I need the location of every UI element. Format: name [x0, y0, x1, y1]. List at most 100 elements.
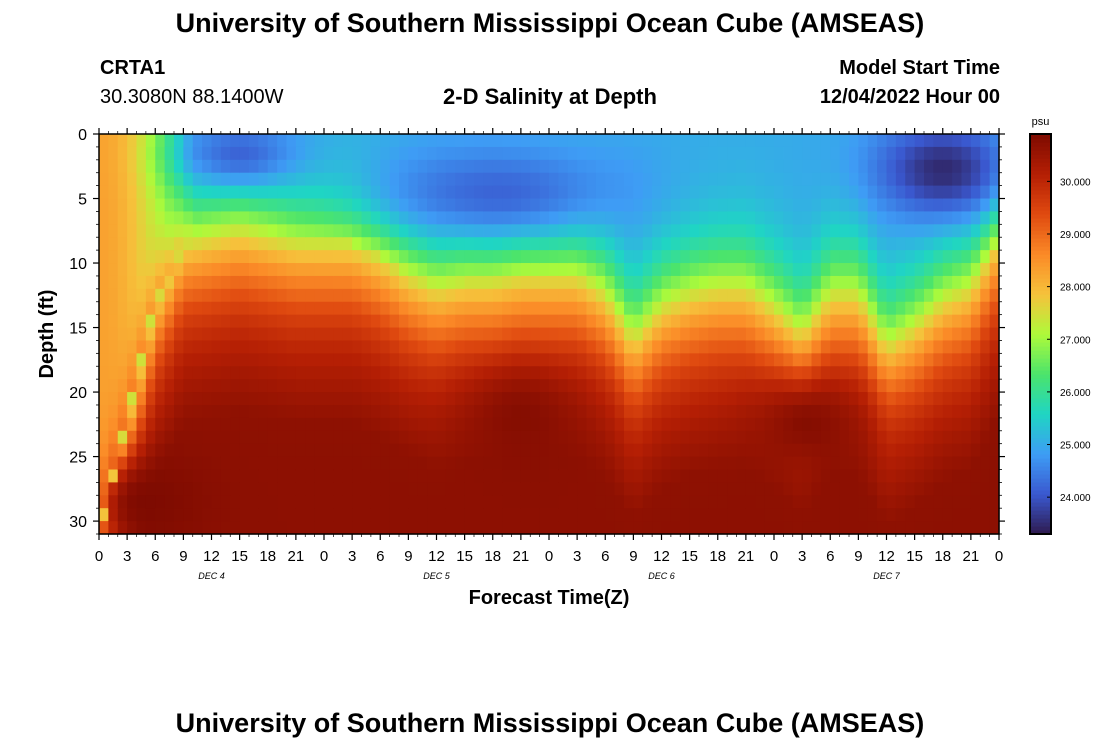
heatmap-cell	[689, 366, 700, 380]
heatmap-cell	[380, 456, 391, 471]
heatmap-cell	[670, 263, 681, 277]
heatmap-cell	[333, 134, 344, 148]
heatmap-cell	[145, 508, 156, 522]
heatmap-cell	[595, 508, 606, 522]
heatmap-cell	[933, 198, 944, 213]
heatmap-cell	[174, 327, 184, 342]
heatmap-cell	[117, 288, 128, 303]
heatmap-cell	[108, 443, 119, 458]
heatmap-cell	[136, 146, 147, 161]
heatmap-cell	[558, 172, 569, 187]
heatmap-cell	[324, 469, 334, 483]
heatmap-cell	[286, 392, 297, 406]
colorbar-segment	[1030, 166, 1051, 171]
heatmap-cell	[642, 237, 653, 251]
heatmap-cell	[502, 288, 513, 303]
heatmap-cell	[727, 521, 738, 535]
heatmap-cell	[370, 301, 381, 316]
heatmap-cell	[727, 469, 738, 483]
heatmap-cell	[970, 456, 981, 471]
heatmap-cell	[670, 288, 681, 303]
heatmap-cell	[324, 159, 334, 174]
heatmap-cell	[192, 482, 203, 496]
heatmap-cell	[549, 185, 559, 200]
heatmap-cell	[605, 275, 616, 290]
heatmap-cell	[455, 392, 466, 406]
heatmap-cell	[774, 379, 784, 393]
colorbar-segment	[1030, 334, 1051, 339]
heatmap-cell	[605, 430, 616, 445]
heatmap-cell	[867, 185, 878, 200]
heatmap-cell	[924, 211, 934, 225]
heatmap-cell	[811, 211, 822, 225]
heatmap-cell	[670, 224, 681, 238]
heatmap-cell	[802, 224, 813, 238]
heatmap-cell	[427, 495, 438, 509]
heatmap-cell	[633, 250, 644, 264]
heatmap-cell	[886, 456, 897, 471]
heatmap-cell	[127, 340, 138, 354]
heatmap-cell	[567, 521, 578, 535]
heatmap-cell	[267, 198, 278, 213]
heatmap-cell	[324, 275, 334, 290]
heatmap-cell	[239, 469, 250, 483]
heatmap-cell	[745, 185, 756, 200]
heatmap-cell	[417, 146, 428, 161]
heatmap-cell	[249, 224, 259, 238]
heatmap-cell	[652, 482, 663, 496]
heatmap-cell	[427, 392, 438, 406]
heatmap-cell	[952, 327, 963, 342]
heatmap-cell	[333, 404, 344, 419]
heatmap-cell	[427, 237, 438, 251]
heatmap-cell	[399, 301, 409, 316]
heatmap-cell	[783, 456, 794, 471]
heatmap-cell	[961, 469, 972, 483]
heatmap-cell	[267, 456, 278, 471]
model-start-label: Model Start Time	[839, 57, 1000, 79]
heatmap-cell	[858, 417, 869, 432]
colorbar-segment	[1030, 494, 1051, 499]
heatmap-cell	[886, 469, 897, 483]
heatmap-cell	[192, 146, 203, 161]
heatmap-cell	[520, 417, 531, 432]
heatmap-cell	[239, 430, 250, 445]
heatmap-cell	[886, 495, 897, 509]
heatmap-cells	[99, 134, 1000, 535]
heatmap-cell	[230, 379, 241, 393]
heatmap-cell	[755, 146, 766, 161]
heatmap-cell	[117, 508, 128, 522]
heatmap-cell	[174, 172, 184, 187]
heatmap-cell	[277, 456, 288, 471]
heatmap-cell	[520, 314, 531, 329]
heatmap-cell	[239, 508, 250, 522]
x-tick-label: 15	[681, 548, 698, 565]
heatmap-cell	[192, 508, 203, 522]
heatmap-cell	[361, 211, 372, 225]
heatmap-cell	[774, 404, 784, 419]
heatmap-cell	[136, 417, 147, 432]
heatmap-cell	[427, 430, 438, 445]
heatmap-cell	[792, 263, 803, 277]
heatmap-cell	[324, 314, 334, 329]
heatmap-cell	[239, 404, 250, 419]
heatmap-cell	[961, 521, 972, 535]
heatmap-cell	[708, 288, 719, 303]
heatmap-cell	[267, 392, 278, 406]
heatmap-cell	[708, 301, 719, 316]
colorbar-tick-label: 30.000	[1060, 177, 1091, 188]
heatmap-cell	[539, 275, 550, 290]
heatmap-cell	[980, 340, 991, 354]
heatmap-cell	[961, 353, 972, 367]
heatmap-cell	[680, 301, 691, 316]
heatmap-cell	[839, 134, 850, 148]
heatmap-cell	[220, 198, 231, 213]
heatmap-cell	[980, 521, 991, 535]
heatmap-cell	[455, 211, 466, 225]
heatmap-cell	[980, 508, 991, 522]
colorbar-segment	[1030, 294, 1051, 299]
heatmap-cell	[174, 430, 184, 445]
heatmap-cell	[905, 263, 916, 277]
colorbar-segment	[1030, 414, 1051, 419]
heatmap-cell	[952, 134, 963, 148]
heatmap-cell	[839, 353, 850, 367]
